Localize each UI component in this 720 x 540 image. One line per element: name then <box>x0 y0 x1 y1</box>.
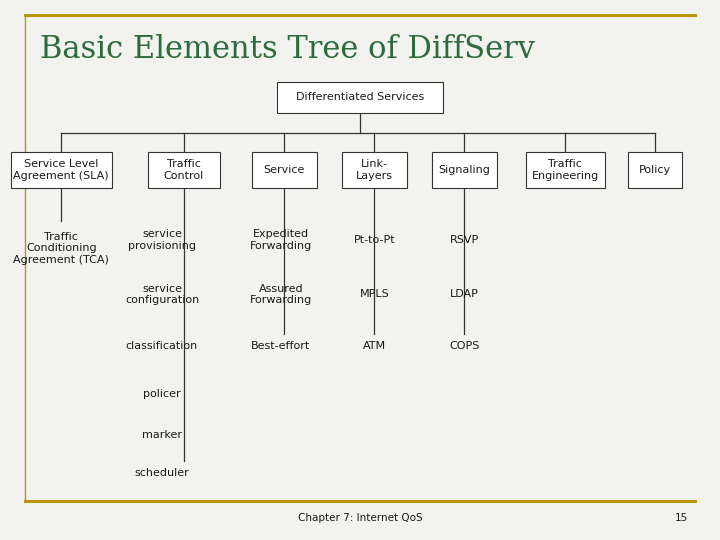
Text: Pt-to-Pt: Pt-to-Pt <box>354 235 395 245</box>
Text: Best-effort: Best-effort <box>251 341 310 350</box>
Text: policer: policer <box>143 389 181 399</box>
Text: classification: classification <box>126 341 198 350</box>
Text: Basic Elements Tree of DiffServ: Basic Elements Tree of DiffServ <box>40 34 534 65</box>
Text: MPLS: MPLS <box>359 289 390 299</box>
Text: Signaling: Signaling <box>438 165 490 175</box>
Text: COPS: COPS <box>449 341 480 350</box>
Text: Chapter 7: Internet QoS: Chapter 7: Internet QoS <box>297 514 423 523</box>
Text: scheduler: scheduler <box>135 468 189 477</box>
Text: 15: 15 <box>675 514 688 523</box>
Text: service
provisioning: service provisioning <box>128 230 196 251</box>
FancyBboxPatch shape <box>277 82 443 113</box>
FancyBboxPatch shape <box>148 152 220 188</box>
Text: RSVP: RSVP <box>450 235 479 245</box>
Text: Policy: Policy <box>639 165 671 175</box>
FancyBboxPatch shape <box>342 152 407 188</box>
Text: Link-
Layers: Link- Layers <box>356 159 393 181</box>
Text: ATM: ATM <box>363 341 386 350</box>
FancyBboxPatch shape <box>252 152 317 188</box>
Text: Traffic
Control: Traffic Control <box>163 159 204 181</box>
FancyBboxPatch shape <box>526 152 605 188</box>
Text: marker: marker <box>142 430 182 440</box>
Text: Service Level
Agreement (SLA): Service Level Agreement (SLA) <box>14 159 109 181</box>
Text: Expedited
Forwarding: Expedited Forwarding <box>250 230 312 251</box>
Text: Traffic
Engineering: Traffic Engineering <box>531 159 599 181</box>
Text: Differentiated Services: Differentiated Services <box>296 92 424 102</box>
FancyBboxPatch shape <box>11 152 112 188</box>
Text: Assured
Forwarding: Assured Forwarding <box>250 284 312 305</box>
Text: Traffic
Conditioning
Agreement (TCA): Traffic Conditioning Agreement (TCA) <box>13 232 109 265</box>
FancyBboxPatch shape <box>628 152 683 188</box>
FancyBboxPatch shape <box>432 152 497 188</box>
Text: service
configuration: service configuration <box>125 284 199 305</box>
Text: Service: Service <box>264 165 305 175</box>
Text: LDAP: LDAP <box>450 289 479 299</box>
